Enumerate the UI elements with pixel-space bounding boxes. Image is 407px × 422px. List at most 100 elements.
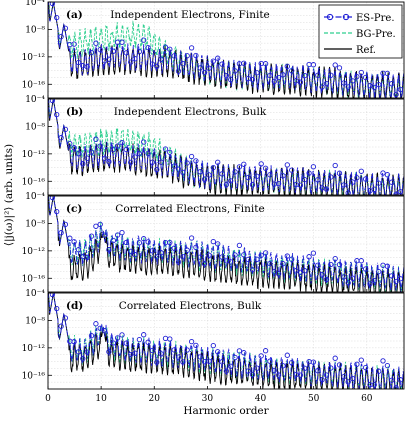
es-marker [154, 166, 160, 173]
es-marker [114, 143, 121, 149]
es-marker [132, 154, 138, 160]
es-marker [384, 362, 391, 369]
es-marker [236, 164, 243, 170]
es-marker [310, 359, 317, 365]
x-axis: 0 10 20 30 40 50 60 [45, 394, 373, 404]
es-marker [328, 72, 334, 78]
es-marker [389, 377, 395, 383]
es-marker [84, 64, 90, 70]
es-marker [315, 177, 321, 183]
es-marker [323, 80, 330, 87]
es-marker [197, 65, 203, 71]
es-marker [262, 250, 269, 256]
es-marker [106, 247, 112, 253]
es-marker [397, 276, 404, 282]
es-marker [54, 208, 60, 215]
es-marker [206, 358, 212, 364]
es-marker [219, 254, 225, 260]
es-marker [358, 357, 364, 363]
es-marker [232, 252, 238, 258]
y-tick-label: 10⁻¹⁶ [22, 274, 46, 284]
es-marker [123, 146, 129, 153]
es-marker [171, 163, 177, 169]
es-marker [241, 60, 247, 66]
es-marker [210, 58, 216, 64]
es-marker [128, 248, 134, 255]
es-marker [167, 336, 173, 342]
es-marker [232, 354, 238, 361]
es-marker [210, 342, 216, 349]
es-marker [367, 83, 373, 89]
es-marker [354, 361, 360, 367]
es-marker [228, 178, 234, 184]
es-marker [323, 186, 330, 192]
es-marker [158, 159, 164, 165]
es-marker [97, 221, 103, 228]
panel-frame [47, 98, 405, 196]
es-marker [188, 153, 195, 160]
es-marker [306, 170, 312, 176]
es-marker [380, 170, 386, 176]
es-marker [101, 328, 108, 334]
es-marker [306, 254, 312, 260]
panels-group: 10⁻⁴ 10⁻⁸ 10⁻¹² 10⁻¹⁶ (a) Independent Electro… [22, 0, 405, 390]
es-marker [223, 181, 230, 188]
es-marker [49, 2, 56, 7]
es-marker [106, 56, 112, 62]
es-marker [284, 352, 290, 358]
legend-ref-label: Ref. [356, 45, 376, 56]
y-tick-label: 10⁻¹⁶ [22, 80, 46, 90]
es-marker [232, 169, 238, 175]
es-marker [384, 263, 391, 269]
es-marker [114, 335, 121, 341]
panel-title: Correlated Electrons, Finite [115, 203, 264, 215]
y-tick-label: 10⁻⁴ [25, 0, 45, 8]
es-marker [362, 364, 369, 371]
es-marker [175, 259, 182, 265]
es-marker [167, 46, 173, 52]
es-marker [206, 172, 212, 178]
es-marker [332, 162, 338, 169]
es-marker [267, 358, 273, 364]
es-marker [315, 262, 321, 268]
es-marker [106, 159, 112, 165]
es-marker [289, 68, 295, 74]
es-marker [93, 223, 99, 229]
es-marker [341, 373, 347, 380]
es-marker [297, 269, 304, 276]
es-marker [162, 44, 169, 50]
x-tick-label: 30 [202, 394, 214, 404]
es-marker [71, 41, 77, 47]
es-marker [97, 46, 103, 53]
legend: ES-Pre. BG-Pre. Ref. [318, 4, 403, 59]
legend-es-marker [342, 13, 350, 21]
x-tick-label: 10 [95, 394, 107, 404]
x-axis-label: Harmonic order [183, 405, 269, 417]
es-marker [215, 159, 221, 165]
panel-title: Independent Electrons, Finite [110, 9, 270, 21]
es-marker [262, 61, 269, 67]
y-axis-label: ⟨|j(ω)|²⟩ (arb. units) [3, 144, 16, 246]
es-marker [141, 37, 147, 43]
panel-frame [47, 195, 405, 293]
es-marker [310, 62, 317, 68]
es-marker [93, 136, 99, 142]
es-marker [188, 338, 195, 345]
es-marker [358, 69, 364, 76]
es-marker [149, 347, 156, 354]
y-tick-label: 10⁻⁴ [25, 95, 45, 105]
es-marker [336, 65, 343, 71]
es-marker [280, 363, 286, 369]
es-marker [254, 256, 260, 262]
es-marker [341, 274, 347, 280]
es-marker [154, 63, 160, 70]
es-marker [397, 188, 404, 195]
es-marker [384, 70, 391, 77]
es-marker [241, 161, 247, 167]
es-marker [162, 335, 169, 342]
es-marker [193, 52, 199, 59]
es-marker [171, 53, 177, 59]
es-marker [206, 252, 212, 258]
es-marker [136, 151, 143, 157]
